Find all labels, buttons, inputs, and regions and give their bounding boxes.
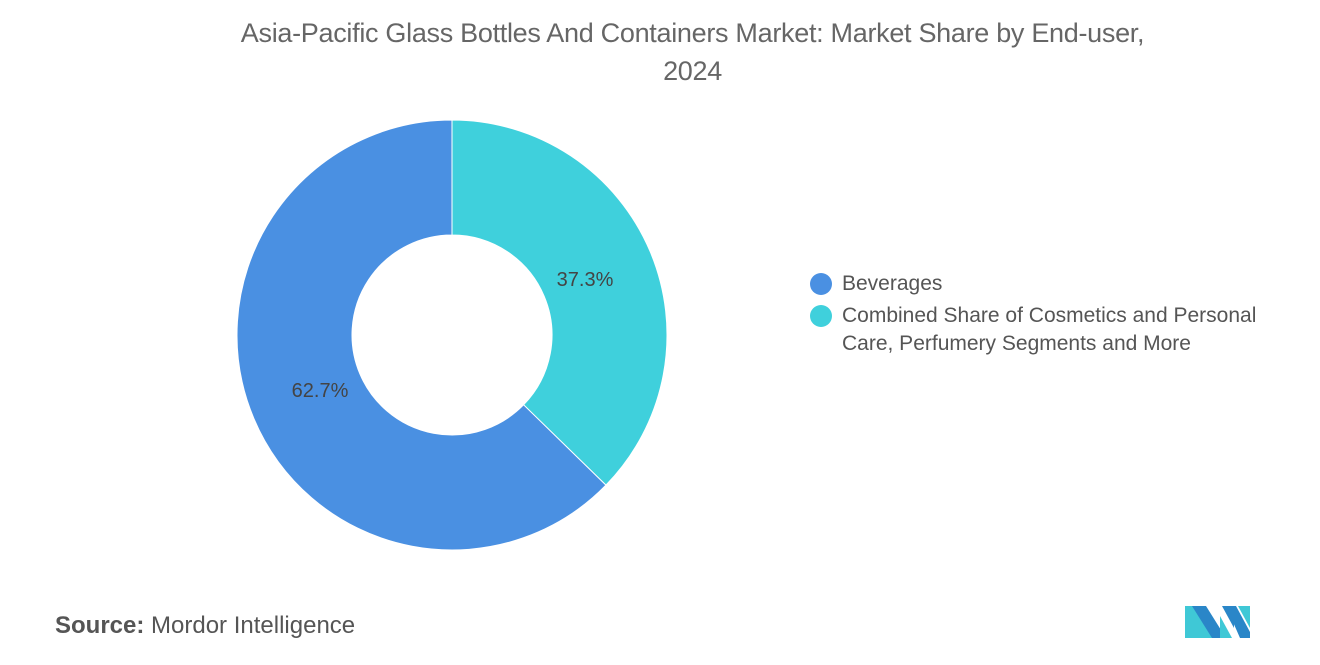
- title-line-1: Asia-Pacific Glass Bottles And Container…: [240, 18, 1145, 48]
- title-line-2: 2024: [663, 56, 722, 86]
- source-label: Source:: [55, 612, 145, 639]
- donut-slice-cosmetics: [451, 119, 668, 486]
- legend-swatch-icon: [810, 273, 832, 295]
- source-value: Mordor Intelligence: [151, 612, 356, 639]
- legend-label: Beverages: [842, 272, 943, 295]
- data-label-cosmetics: 37.3%: [557, 269, 614, 291]
- legend-swatch-icon: [810, 305, 832, 327]
- chart-title: Asia-Pacific Glass Bottles And Container…: [0, 14, 1320, 90]
- data-label-beverages: 62.7%: [292, 380, 349, 402]
- source-note: Source: Mordor Intelligence: [55, 612, 355, 640]
- legend-label-line-1: Combined Share of Cosmetics and Personal: [842, 304, 1257, 327]
- mordor-logo: [1185, 606, 1250, 638]
- donut-slice-beverages: [236, 119, 607, 551]
- legend-label-line-2: Care, Perfumery Segments and More: [842, 332, 1191, 355]
